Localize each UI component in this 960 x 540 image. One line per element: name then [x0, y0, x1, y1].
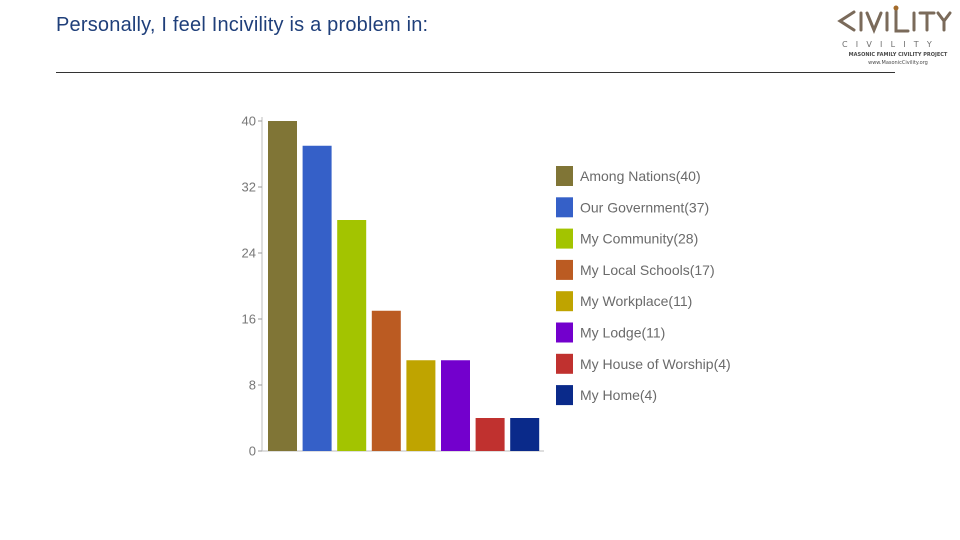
legend-label: Among Nations(40)	[580, 168, 701, 184]
civility-logo-wordmark	[837, 5, 952, 34]
legend-label: My Local Schools(17)	[580, 262, 715, 278]
logo-url: www.MasonicCivility.org	[868, 60, 928, 66]
y-tick-label: 8	[249, 378, 256, 393]
legend-label: My Lodge(11)	[580, 325, 665, 341]
legend-swatch	[556, 228, 573, 249]
bar	[441, 360, 470, 451]
y-tick-label: 0	[249, 444, 256, 459]
legend-label: My Workplace(11)	[580, 293, 692, 309]
bar	[406, 360, 436, 451]
legend-label: Our Government(37)	[580, 199, 709, 215]
bar	[268, 121, 297, 451]
legend-swatch	[556, 385, 573, 406]
logo-subtitle: CIVILITY	[842, 40, 940, 49]
legend-label: My Home(4)	[580, 387, 657, 403]
legend-label: My House of Worship(4)	[580, 356, 731, 372]
bar	[302, 145, 332, 451]
legend-swatch	[556, 291, 573, 312]
slide-title: Personally, I feel Incivility is a probl…	[56, 14, 429, 36]
title-divider	[56, 72, 895, 73]
civility-logo: CIVILITY MASONIC FAMILY CIVILITY PROJECT…	[834, 4, 956, 70]
legend-label: My Community(28)	[580, 231, 698, 247]
logo-project-name: MASONIC FAMILY CIVILITY PROJECT	[848, 52, 948, 58]
legend-swatch	[556, 166, 573, 186]
bar	[337, 220, 367, 451]
bar	[510, 418, 540, 451]
y-tick-label: 32	[242, 180, 256, 195]
legend-swatch	[556, 322, 573, 343]
legend-swatch	[556, 259, 573, 280]
y-tick-label: 40	[242, 114, 256, 129]
legend-swatch	[556, 353, 573, 374]
legend-swatch	[556, 197, 573, 218]
bar	[475, 418, 505, 451]
y-tick-label: 16	[242, 312, 256, 327]
bar	[371, 310, 401, 451]
y-tick-label: 24	[242, 246, 256, 261]
